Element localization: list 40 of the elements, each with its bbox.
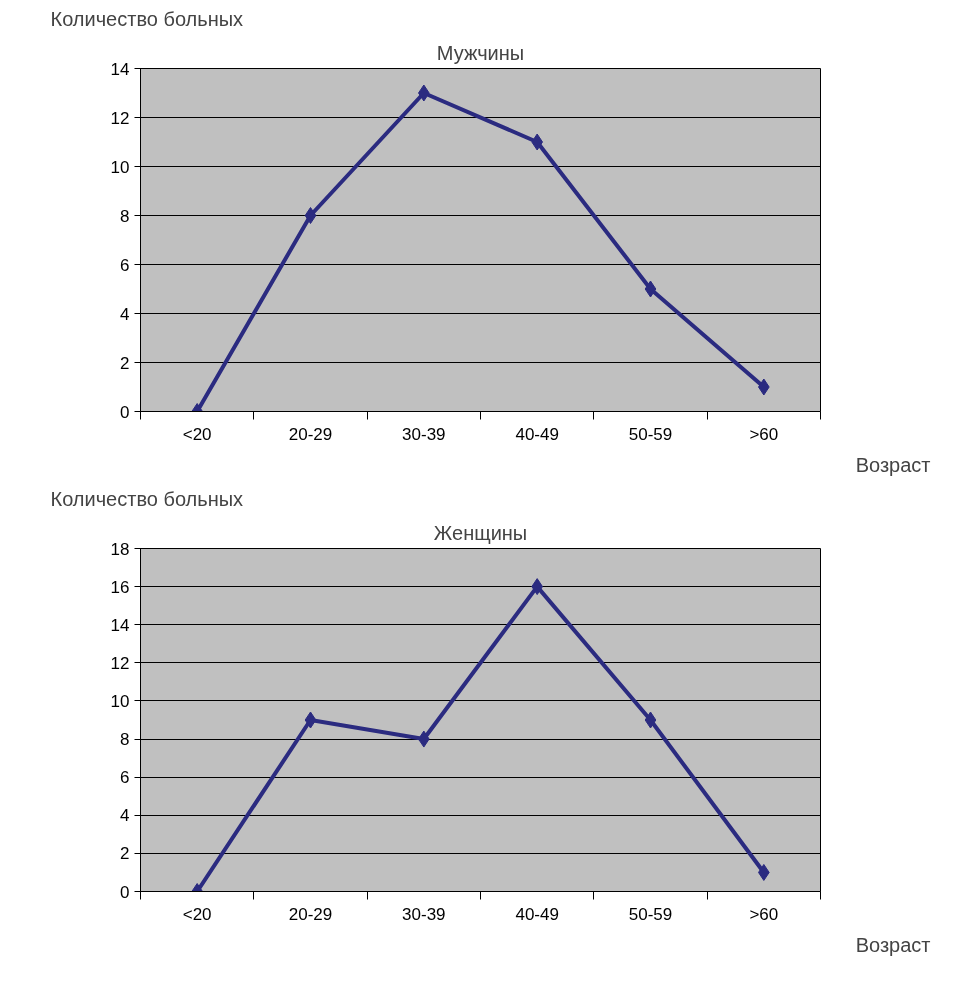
- point: [304, 711, 317, 729]
- y-tick-label: 14: [110, 59, 130, 79]
- y-tick-label: 2: [120, 844, 130, 864]
- y-tick-label: 6: [120, 768, 130, 788]
- point: [644, 711, 657, 729]
- x-tick-label: >60: [749, 424, 779, 444]
- chart-title: Мужчины: [436, 41, 525, 64]
- chart-title: Женщины: [433, 521, 528, 544]
- y-tick-label: 14: [110, 615, 130, 635]
- x-tick-label: <20: [182, 904, 212, 924]
- y-tick-label: 10: [110, 691, 130, 711]
- x-tick-label: 20-29: [288, 424, 333, 444]
- y-tick-label: 12: [110, 108, 130, 128]
- y-tick-label: 12: [110, 653, 130, 673]
- y-tick-label: 0: [120, 402, 130, 422]
- y-tick-label: 18: [110, 539, 130, 559]
- y-tick-label: 8: [120, 206, 130, 226]
- x-tick-label: 40-49: [515, 904, 559, 924]
- x-tick-label: 20-29: [288, 904, 333, 924]
- x-tick-label: <20: [182, 424, 212, 444]
- x-axis-title: Возраст: [855, 933, 931, 956]
- point: [304, 207, 317, 224]
- x-tick-label: 50-59: [628, 424, 673, 444]
- x-tick-label: 30-39: [402, 904, 446, 924]
- x-axis-title: Возраст: [855, 453, 931, 476]
- x-tick-label: 50-59: [628, 904, 673, 924]
- x-tick-label: 40-49: [515, 424, 559, 444]
- y-tick-label: 2: [120, 353, 130, 373]
- x-tick-label: >60: [749, 904, 779, 924]
- y-tick-label: 10: [110, 157, 130, 177]
- x-tick-label: 30-39: [402, 424, 446, 444]
- y-tick-label: 0: [120, 882, 130, 902]
- y-tick-label: 4: [120, 304, 130, 324]
- point: [644, 280, 657, 298]
- y-axis-title: Количество больных: [50, 487, 244, 510]
- y-axis-title: Количество больных: [50, 7, 244, 30]
- y-tick-label: 8: [120, 730, 130, 750]
- y-tick-label: 6: [120, 255, 130, 275]
- y-tick-label: 16: [110, 577, 130, 597]
- y-tick-label: 4: [120, 806, 130, 826]
